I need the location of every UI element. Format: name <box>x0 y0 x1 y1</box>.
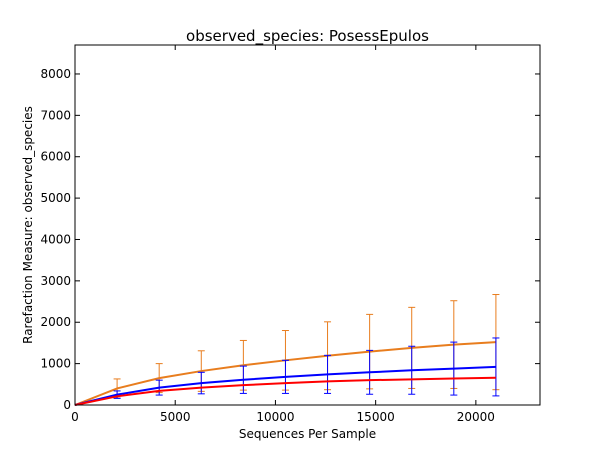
x-tick-label: 5000 <box>160 410 191 424</box>
series-line <box>74 365 496 406</box>
y-tick-label: 1000 <box>40 357 71 371</box>
y-tick-label: 3000 <box>40 274 71 288</box>
y-axis-label: Rarefaction Measure: observed_species <box>21 106 35 344</box>
y-tick-label: 6000 <box>40 150 71 164</box>
y-tick-label: 5000 <box>40 191 71 205</box>
plot-frame <box>74 44 541 406</box>
series-line <box>74 376 496 406</box>
series-layer <box>74 294 500 406</box>
x-tick-label: 20000 <box>457 410 495 424</box>
y-tick-label: 7000 <box>40 108 71 122</box>
x-tick-label: 15000 <box>357 410 395 424</box>
y-tick-label: 8000 <box>40 67 71 81</box>
series-2 <box>74 337 500 406</box>
x-tick-label: 0 <box>71 410 79 424</box>
y-tick-label: 4000 <box>40 232 71 246</box>
x-tick-label: 10000 <box>256 410 294 424</box>
plot-background <box>75 45 540 405</box>
x-axis-label: Sequences Per Sample <box>239 427 376 441</box>
chart-title: observed_species: PosessEpulos <box>186 27 429 46</box>
y-tick-label: 0 <box>63 398 71 412</box>
axis-ticks: 0 5000 10000 15000 20000 0 1000 2000 3000 4000 500… <box>40 45 540 424</box>
y-tick-label: 2000 <box>40 315 71 329</box>
series-3 <box>74 376 496 406</box>
